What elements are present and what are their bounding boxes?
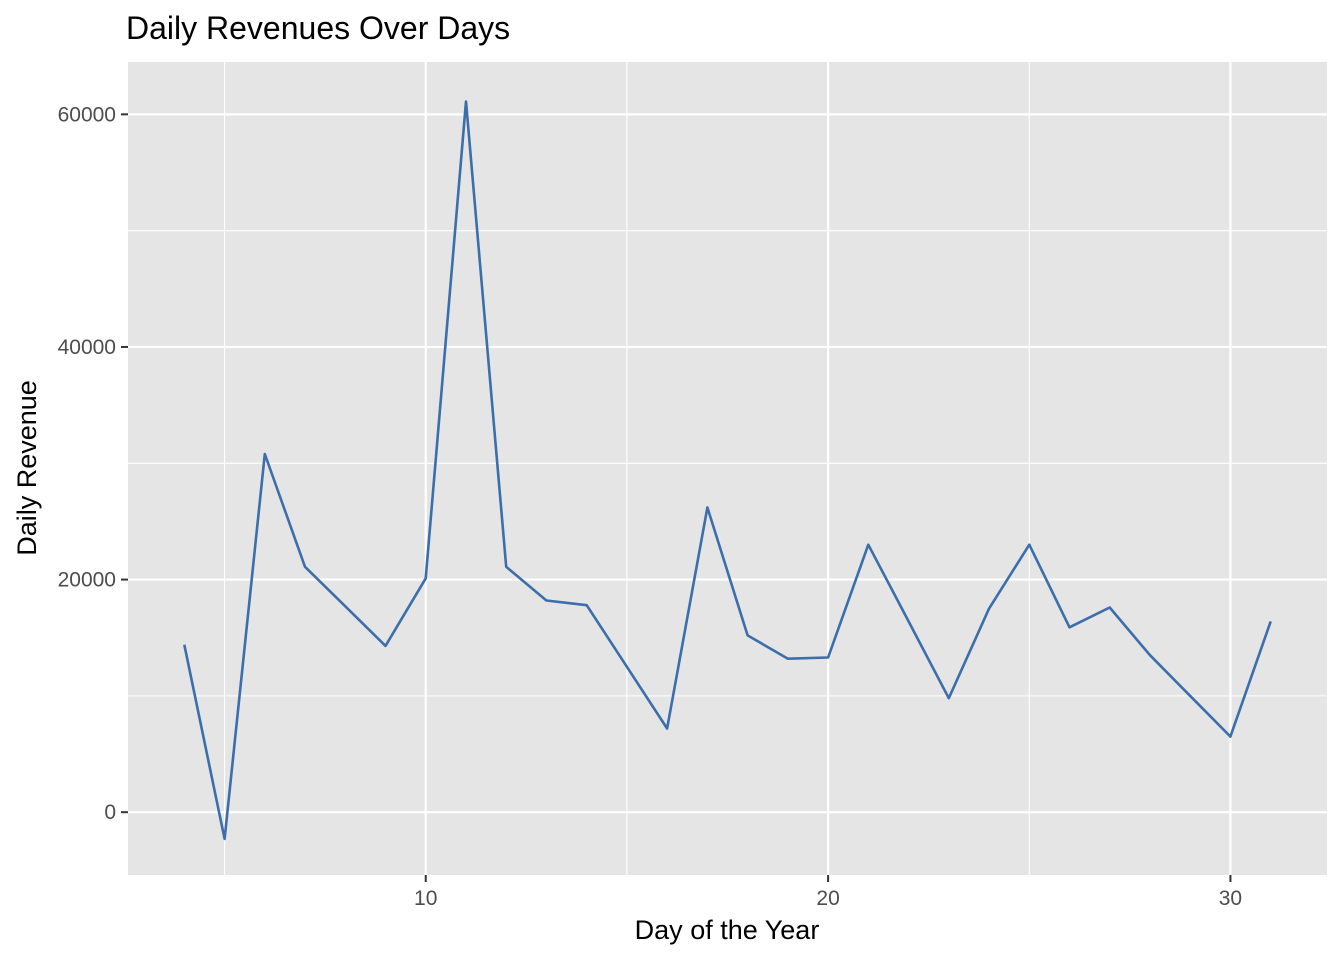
x-tick-label: 30 [1219,887,1242,910]
series-layer [183,100,1272,841]
y-tick-label: 20000 [58,569,116,592]
x-tick-label: 20 [816,887,839,910]
y-tick-label: 60000 [58,103,116,126]
x-axis: 10 20 30 [414,875,1242,910]
plot-panel [128,62,1327,875]
y-axis-title: Daily Revenue [12,380,42,556]
y-tick-label: 0 [104,801,116,824]
x-axis-title: Day of the Year [635,915,820,945]
grid-minor [128,62,1327,875]
chart-title: Daily Revenues Over Days [126,10,510,46]
x-tick-label: 10 [414,887,437,910]
revenue-line [183,100,1272,841]
grid-major [128,62,1327,875]
y-axis: 0 20000 40000 60000 [58,103,128,824]
y-tick-label: 40000 [58,336,116,359]
